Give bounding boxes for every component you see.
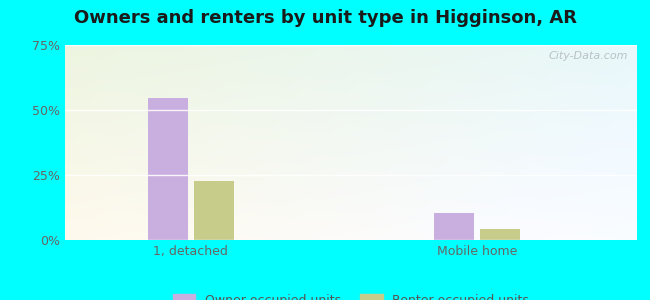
Text: City-Data.com: City-Data.com (549, 51, 629, 61)
Text: Owners and renters by unit type in Higginson, AR: Owners and renters by unit type in Higgi… (73, 9, 577, 27)
Legend: Owner occupied units, Renter occupied units: Owner occupied units, Renter occupied un… (168, 289, 534, 300)
Bar (480, 229, 520, 240)
Bar (148, 98, 188, 240)
Bar (434, 213, 474, 240)
Bar (194, 181, 234, 240)
